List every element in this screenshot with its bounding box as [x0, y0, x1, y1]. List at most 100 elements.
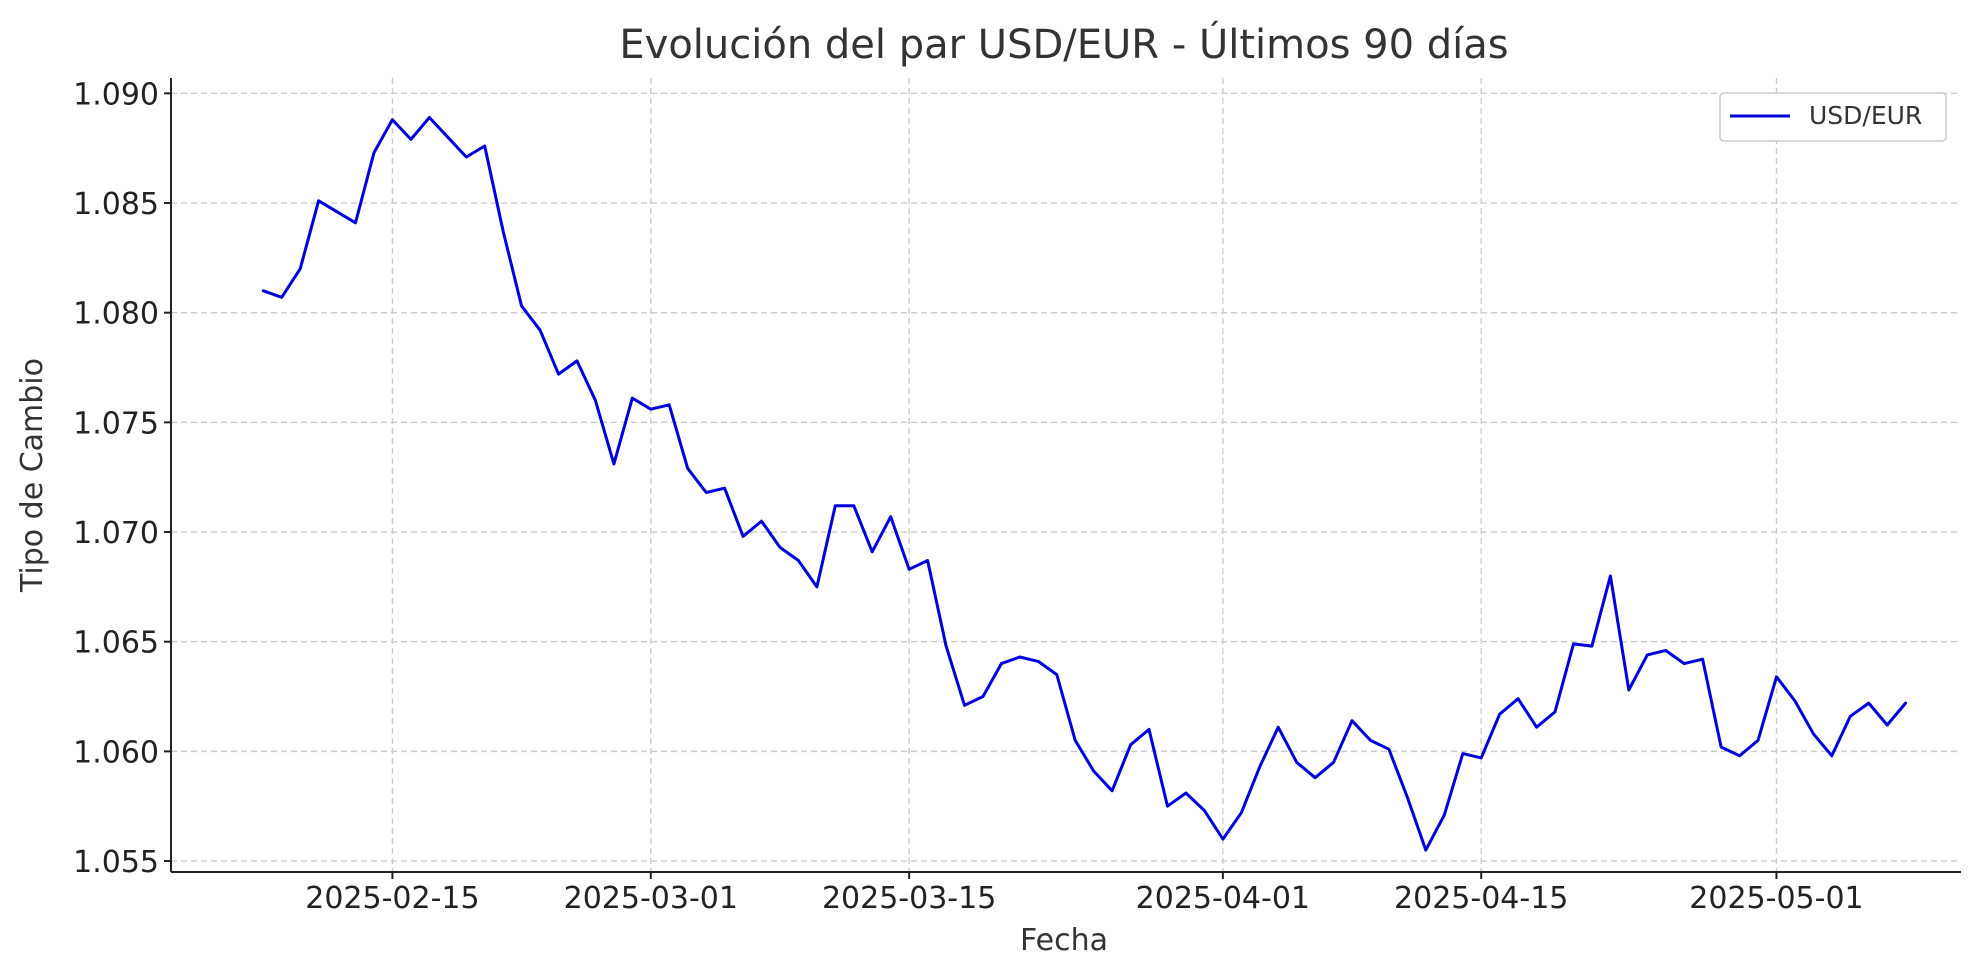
x-tick-label: 2025-04-15 — [1394, 881, 1568, 916]
y-tick-label: 1.085 — [73, 187, 159, 222]
x-tick-label: 2025-02-15 — [305, 881, 479, 916]
data-point — [484, 145, 486, 147]
data-point — [594, 399, 596, 401]
data-point — [1056, 674, 1058, 676]
data-point — [1443, 814, 1445, 816]
data-point — [539, 329, 541, 331]
y-tick-label: 1.080 — [73, 297, 159, 332]
data-point — [853, 505, 855, 507]
data-point — [1037, 660, 1039, 662]
data-point — [816, 586, 818, 588]
data-point — [834, 505, 836, 507]
data-point — [982, 696, 984, 698]
data-point — [1314, 777, 1316, 779]
data-point — [1683, 663, 1685, 665]
data-point — [1720, 746, 1722, 748]
data-point — [687, 467, 689, 469]
data-point — [576, 360, 578, 362]
data-point — [1148, 728, 1150, 730]
data-point — [318, 200, 320, 202]
data-point — [1167, 805, 1169, 807]
data-point — [890, 516, 892, 518]
data-point — [797, 560, 799, 562]
data-point — [1388, 748, 1390, 750]
data-point — [1794, 700, 1796, 702]
grid — [171, 78, 1961, 872]
data-point — [1646, 654, 1648, 656]
data-point — [613, 463, 615, 465]
y-tick-label: 1.070 — [73, 516, 159, 551]
data-point — [1776, 676, 1778, 678]
data-point — [1462, 753, 1464, 755]
data-point — [1886, 724, 1888, 726]
data-point — [761, 520, 763, 522]
data-point — [1739, 755, 1741, 757]
data-point — [1000, 663, 1002, 665]
data-point — [391, 119, 393, 121]
data-point — [373, 152, 375, 154]
data-point — [428, 117, 430, 119]
y-axis-label: Tipo de Cambio — [15, 358, 50, 593]
data-point — [1333, 761, 1335, 763]
data-point — [1702, 658, 1704, 660]
data-point — [355, 222, 357, 224]
data-point — [1111, 790, 1113, 792]
data-point — [521, 305, 523, 307]
data-point — [502, 231, 504, 233]
series-line-usd-eur — [261, 116, 1908, 852]
data-point — [1203, 810, 1205, 812]
data-point — [1591, 645, 1593, 647]
data-point — [1831, 755, 1833, 757]
data-point — [1240, 812, 1242, 814]
data-point — [631, 397, 633, 399]
data-point — [336, 211, 338, 213]
data-point — [1665, 650, 1667, 652]
y-tick-label: 1.055 — [73, 845, 159, 880]
data-point — [281, 296, 283, 298]
x-tick-label: 2025-04-01 — [1136, 881, 1310, 916]
data-point — [668, 404, 670, 406]
x-tick-label: 2025-05-01 — [1689, 881, 1863, 916]
data-point — [1222, 838, 1224, 840]
data-point — [908, 568, 910, 570]
data-point — [410, 138, 412, 140]
data-point — [1019, 656, 1021, 658]
data-point — [871, 551, 873, 553]
data-point — [724, 487, 726, 489]
data-point — [1185, 792, 1187, 794]
data-point — [1905, 702, 1907, 704]
data-point — [927, 560, 929, 562]
data-point — [1296, 761, 1298, 763]
data-point — [1480, 757, 1482, 759]
data-point — [1573, 643, 1575, 645]
x-tick-label: 2025-03-01 — [564, 881, 738, 916]
legend: USD/EUR — [1719, 92, 1947, 142]
data-point — [1406, 796, 1408, 798]
data-point — [1609, 575, 1611, 577]
data-point — [447, 136, 449, 138]
legend-box — [1719, 92, 1947, 142]
data-point — [1757, 739, 1759, 741]
y-tick-label: 1.060 — [73, 735, 159, 770]
data-point — [1499, 713, 1501, 715]
y-tick-label: 1.090 — [73, 77, 159, 112]
data-point — [1812, 733, 1814, 735]
data-point — [1130, 744, 1132, 746]
data-point — [945, 645, 947, 647]
data-point — [262, 290, 264, 292]
data-point — [1351, 720, 1353, 722]
data-point — [650, 408, 652, 410]
y-tick-label: 1.065 — [73, 626, 159, 661]
data-point — [964, 704, 966, 706]
data-point — [465, 156, 467, 158]
chart-title: Evolución del par USD/EUR - Últimos 90 d… — [619, 20, 1508, 68]
data-point — [1259, 766, 1261, 768]
data-point — [742, 535, 744, 537]
data-point — [1849, 715, 1851, 717]
data-point — [1554, 711, 1556, 713]
data-point — [299, 268, 301, 270]
data-point — [779, 546, 781, 548]
data-point — [1074, 739, 1076, 741]
data-point — [1093, 770, 1095, 772]
data-point — [1868, 702, 1870, 704]
